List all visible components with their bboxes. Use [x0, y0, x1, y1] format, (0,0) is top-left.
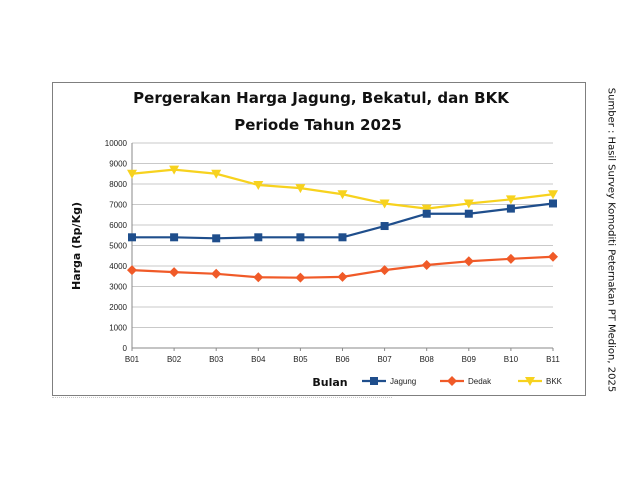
data-point-bkk	[295, 184, 306, 194]
y-tick-label: 2000	[109, 303, 127, 312]
data-point-jagung	[128, 233, 136, 242]
data-point-jagung	[254, 233, 263, 242]
axes: 0 1000 2000 3000 4000 5000 6000 7000 8000 9000 100…	[105, 139, 561, 364]
data-point-dedak	[211, 268, 222, 279]
data-point-bkk	[548, 190, 558, 200]
legend-label-dedak: Dedak	[468, 377, 492, 386]
legend-marker-dedak	[447, 376, 457, 386]
data-point-dedak	[295, 272, 306, 283]
x-tick-label: B10	[504, 355, 519, 364]
data-point-bkk	[127, 169, 137, 179]
x-tick-label: B05	[293, 355, 308, 364]
data-point-bkk	[211, 169, 222, 179]
divider-line	[52, 397, 392, 399]
x-tick-label: B06	[335, 355, 350, 364]
series-line-bkk	[131, 168, 554, 210]
data-point-jagung	[549, 199, 557, 208]
x-axis-title: Bulan	[312, 376, 347, 389]
data-point-dedak	[379, 265, 390, 276]
data-point-jagung	[380, 222, 389, 231]
data-point-bkk	[505, 195, 516, 205]
x-tick-label: B09	[462, 355, 477, 364]
data-point-bkk	[421, 204, 432, 214]
y-tick-label: 3000	[109, 283, 127, 292]
data-point-bkk	[379, 199, 390, 209]
x-tick-label: B04	[251, 355, 266, 364]
series-line-jagung	[132, 202, 554, 240]
data-point-bkk	[337, 190, 348, 200]
data-point-bkk	[463, 199, 474, 209]
x-tick-label: B01	[125, 355, 140, 364]
x-tick-label: B08	[420, 355, 435, 364]
data-point-jagung	[212, 234, 221, 243]
x-tick-label: B07	[377, 355, 392, 364]
y-tick-label: 8000	[109, 180, 127, 189]
data-point-dedak	[253, 272, 264, 283]
data-point-dedak	[337, 271, 348, 282]
x-tick-label: B03	[209, 355, 224, 364]
y-tick-label: 7000	[109, 201, 127, 210]
legend-label-bkk: BKK	[546, 377, 563, 386]
data-point-dedak	[463, 256, 474, 267]
data-point-dedak	[421, 259, 432, 270]
data-point-jagung	[338, 233, 347, 242]
data-point-dedak	[548, 251, 558, 262]
data-point-dedak	[169, 267, 180, 278]
gridlines	[132, 142, 553, 349]
data-point-dedak	[127, 265, 137, 276]
data-point-jagung	[506, 204, 515, 213]
chart-frame	[52, 82, 586, 396]
legend-label-jagung: Jagung	[390, 377, 416, 386]
data-point-bkk	[253, 181, 264, 191]
data-point-dedak	[505, 253, 516, 264]
data-point-jagung	[464, 209, 473, 218]
chart-title-line1: Pergerakan Harga Jagung, Bekatul, dan BK…	[133, 89, 510, 107]
y-tick-label: 4000	[109, 262, 127, 271]
legend-marker-jagung	[370, 377, 378, 385]
y-tick-label: 10000	[105, 139, 128, 148]
source-note: Sumber : Hasil Survey Komoditi Peternaka…	[605, 87, 617, 393]
x-tick-label: B11	[546, 355, 560, 364]
data-point-jagung	[296, 233, 305, 242]
y-tick-label: 0	[123, 344, 128, 353]
x-tick-label: B02	[167, 355, 182, 364]
series-group	[127, 165, 558, 283]
data-point-jagung	[170, 233, 179, 242]
chart-title-line2: Periode Tahun 2025	[234, 116, 402, 134]
legend: Jagung Dedak BKK	[362, 376, 563, 386]
y-axis-title: Harga (Rp/Kg)	[70, 202, 83, 290]
y-tick-label: 6000	[109, 221, 127, 230]
data-point-bkk	[169, 165, 180, 175]
y-tick-label: 5000	[109, 242, 127, 251]
y-tick-label: 9000	[109, 160, 127, 169]
y-tick-label: 1000	[109, 324, 127, 333]
legend-marker-bkk	[525, 377, 535, 386]
data-point-jagung	[422, 209, 431, 218]
